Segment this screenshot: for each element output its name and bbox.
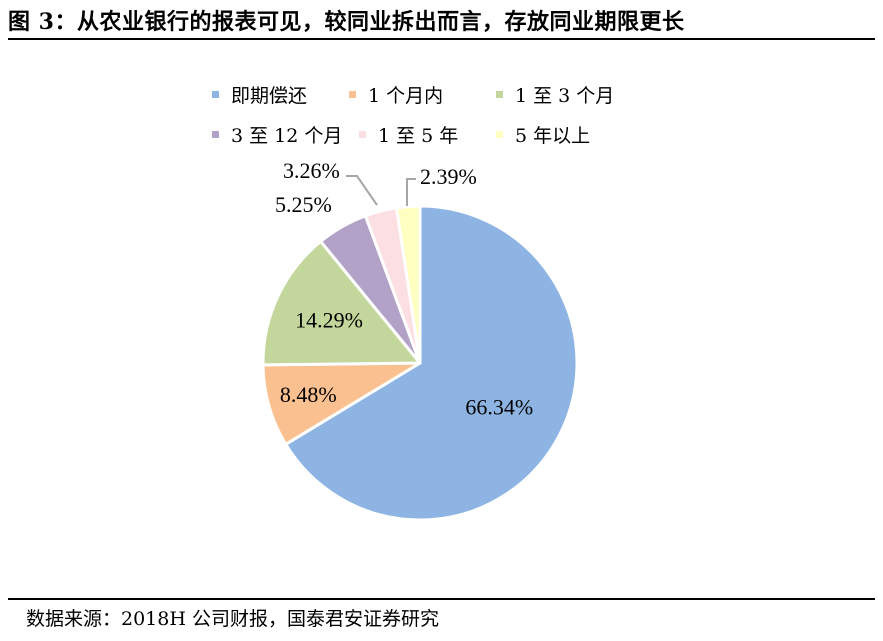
legend-item-2: 1 至 3 个月 <box>496 81 614 108</box>
pie-slice-2 <box>261 239 422 367</box>
legend-swatch-5 <box>496 131 503 138</box>
pie-slice-1 <box>261 361 422 446</box>
legend-swatch-3 <box>212 131 219 138</box>
legend-item-4: 1 至 5 年 <box>359 121 458 148</box>
legend-item-0: 即期偿还 <box>212 81 307 108</box>
legend-item-3: 3 至 12 个月 <box>212 121 342 148</box>
legend-label-5: 5 年以上 <box>515 125 591 147</box>
top-rule <box>8 38 875 40</box>
legend-label-4: 1 至 5 年 <box>378 125 459 147</box>
data-label-3: 5.25% <box>275 192 332 217</box>
pie-slice-5 <box>395 204 422 365</box>
legend-swatch-1 <box>349 91 356 98</box>
figure-title: 图 3：从农业银行的报表可见，较同业拆出而言，存放同业期限更长 <box>8 9 685 35</box>
leader-line-5 <box>406 178 416 206</box>
legend-swatch-4 <box>359 131 366 138</box>
legend-swatch-2 <box>496 91 503 98</box>
bottom-rule <box>8 598 875 600</box>
data-label-4: 3.26% <box>283 158 340 183</box>
leader-line-4 <box>346 175 378 206</box>
data-label-5: 2.39% <box>420 164 477 189</box>
legend-label-0: 即期偿还 <box>231 85 308 107</box>
legend-item-1: 1 个月内 <box>349 81 443 108</box>
source-note: 数据来源：2018H 公司财报，国泰君安证券研究 <box>26 608 439 630</box>
data-label-0: 66.34% <box>465 395 533 420</box>
legend-swatch-0 <box>212 91 219 98</box>
legend-label-3: 3 至 12 个月 <box>231 125 343 147</box>
pie-slice-0 <box>284 204 579 522</box>
data-label-1: 8.48% <box>280 382 337 407</box>
legend-label-2: 1 至 3 个月 <box>515 85 615 107</box>
legend-label-1: 1 个月内 <box>368 85 444 107</box>
legend-item-5: 5 年以上 <box>496 121 590 148</box>
data-label-2: 14.29% <box>295 308 363 333</box>
